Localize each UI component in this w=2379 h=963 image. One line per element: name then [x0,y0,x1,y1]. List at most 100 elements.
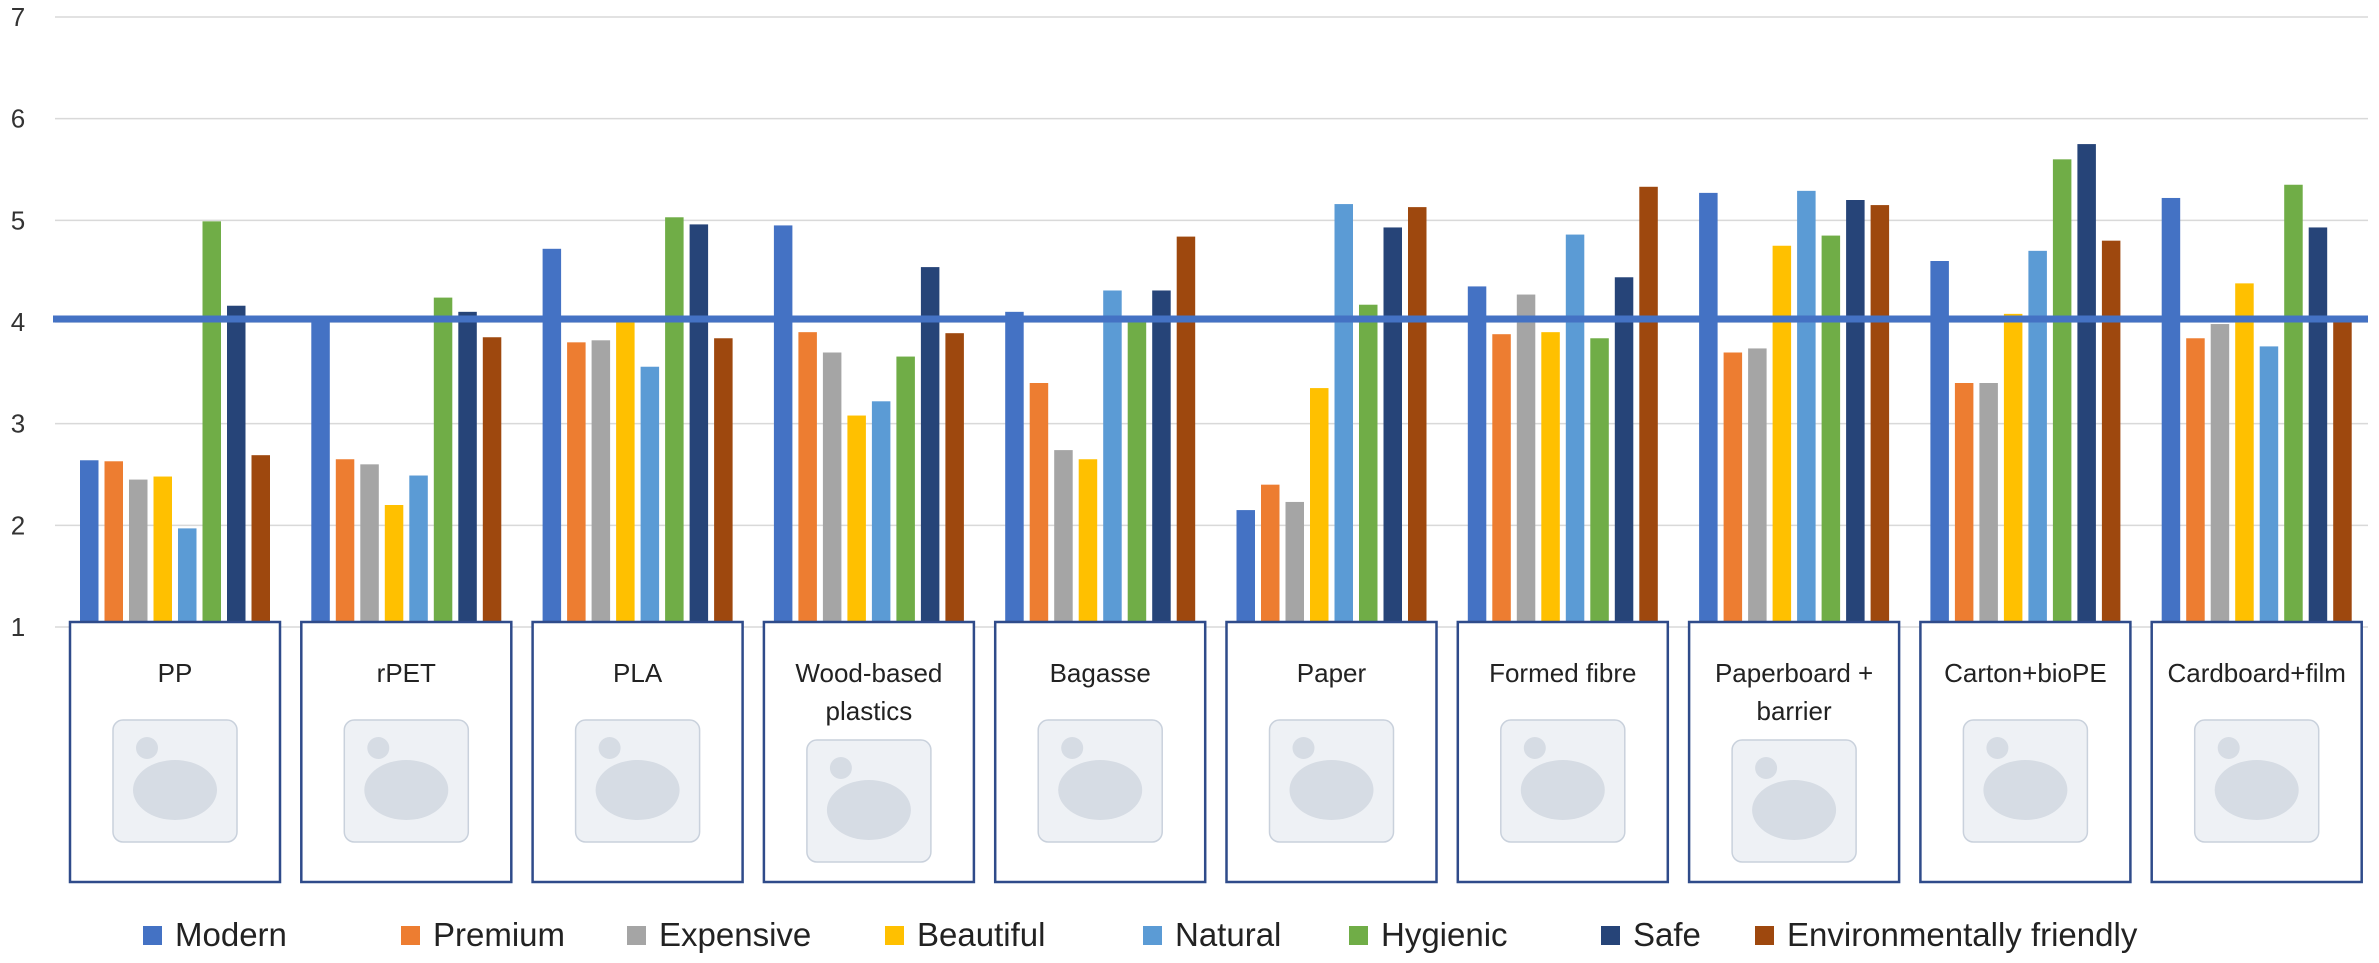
category-label: Carton+bioPE [1944,658,2107,688]
bar-natural-formed-fibre [1565,234,1585,628]
category-label: Cardboard+film [2167,658,2345,688]
legend-label: Modern [175,916,287,953]
category-label: rPET [377,658,436,688]
legend-item-safe: Safe [1601,916,1701,953]
bar-natural-cardboard-film [2259,346,2279,627]
bar-natural-pp [178,528,197,627]
paperboard-box-photo [1731,739,1857,863]
y-tick-label: 1 [11,612,25,642]
bar-premium-bagasse [1029,383,1049,627]
bar-hygienic-paper [1359,304,1378,627]
category-panel: Formed fibre [1456,620,1670,884]
bar-premium-cardboard-film [2186,338,2205,627]
formed-fibre-bowl-photo [1500,719,1626,843]
bar-natural-bagasse [1103,290,1122,627]
bar-safe-formed-fibre [1614,277,1634,627]
bar-beautiful-paperboard-barrier [1772,245,1792,627]
legend-swatch [1143,926,1162,945]
bar-safe-wood-based-plastics [920,267,940,627]
legend-item-beautiful: Beautiful [885,916,1045,953]
y-tick-label: 3 [11,409,25,439]
bar-modern-carton-biope [1930,261,1949,627]
bar-beautiful-bagasse [1078,459,1098,627]
bar-safe-rpet [458,311,477,627]
category-panel: rPET [300,620,513,884]
category-panel: Carton+bioPE [1919,620,2132,884]
legend-label: Premium [433,916,565,953]
category-label: Paper [1297,658,1367,688]
bar-environmentally-friendly-formed-fibre [1639,186,1658,628]
bar-safe-paper [1383,227,1402,627]
bar-premium-wood-based-plastics [798,332,817,627]
bar-modern-cardboard-film [2161,197,2181,627]
category-label: plastics [826,696,913,726]
bars [80,144,2352,628]
bar-safe-paperboard-barrier [1846,200,1865,627]
bar-expensive-pp [129,479,148,627]
bar-premium-pla [567,342,586,627]
bar-natural-pla [640,366,660,627]
cardboard-film-tray-photo [2193,719,2320,843]
legend-label: Safe [1633,916,1701,953]
category-panel: Paperboard + barrier [1687,620,1901,884]
legend-label: Beautiful [917,916,1045,953]
bar-environmentally-friendly-cardboard-film [2333,322,2352,627]
bar-natural-carton-biope [2028,250,2047,628]
bar-modern-pla [542,248,562,628]
legend-label: Natural [1175,916,1281,953]
carton-photo [1962,719,2089,843]
bar-hygienic-pp [202,221,221,627]
bar-hygienic-cardboard-film [2284,184,2303,627]
category-label: Paperboard + [1715,658,1873,688]
legend-swatch [1601,926,1620,945]
bar-beautiful-pp [153,476,172,627]
bar-safe-bagasse [1152,290,1171,627]
bar-hygienic-bagasse [1127,322,1147,627]
bar-beautiful-pla [616,322,635,627]
bar-safe-carton-biope [2077,144,2096,628]
y-tick-label: 6 [11,104,25,134]
legend-item-premium: Premium [401,916,565,953]
bar-premium-formed-fibre [1492,334,1511,627]
category-panel: Bagasse [993,620,1207,884]
bar-environmentally-friendly-pp [251,455,270,627]
category-label: Formed fibre [1489,658,1636,688]
bar-environmentally-friendly-wood-based-plastics [945,333,964,627]
bar-expensive-carton-biope [1979,383,1998,627]
bar-environmentally-friendly-paper [1408,207,1427,627]
bar-expensive-wood-based-plastics [822,352,842,627]
bar-natural-rpet [409,475,428,627]
category-label: barrier [1757,696,1832,726]
y-tick-label: 2 [11,510,25,540]
pp-cup-photo [112,719,238,843]
bar-modern-paper [1236,510,1255,627]
bar-natural-paperboard-barrier [1797,190,1816,627]
legend-item-hygienic: Hygienic [1349,916,1508,953]
y-tick-label: 4 [11,307,25,337]
legend-swatch [1349,926,1368,945]
bar-expensive-cardboard-film [2210,324,2230,627]
bar-premium-pp [104,461,123,627]
legend-label: Expensive [659,916,811,953]
legend-swatch [401,926,420,945]
bar-premium-rpet [335,459,355,627]
category-panel: PP [68,620,282,884]
y-tick-label: 5 [11,205,25,235]
bar-environmentally-friendly-bagasse [1176,236,1196,627]
pla-drink-cup-photo [574,719,701,843]
bar-hygienic-wood-based-plastics [896,356,915,627]
bar-hygienic-formed-fibre [1590,338,1609,627]
legend-swatch [885,926,904,945]
bar-modern-paperboard-barrier [1699,192,1718,627]
bar-environmentally-friendly-rpet [482,337,502,627]
bar-modern-rpet [311,316,330,627]
bar-hygienic-rpet [433,297,453,627]
bar-modern-pp [80,460,99,627]
bar-expensive-pla [591,340,611,627]
bar-environmentally-friendly-pla [714,338,733,627]
bar-hygienic-carton-biope [2052,159,2072,628]
bar-modern-bagasse [1005,311,1024,627]
category-label: Wood-based [795,658,942,688]
wood-based-tray-photo [806,739,932,863]
